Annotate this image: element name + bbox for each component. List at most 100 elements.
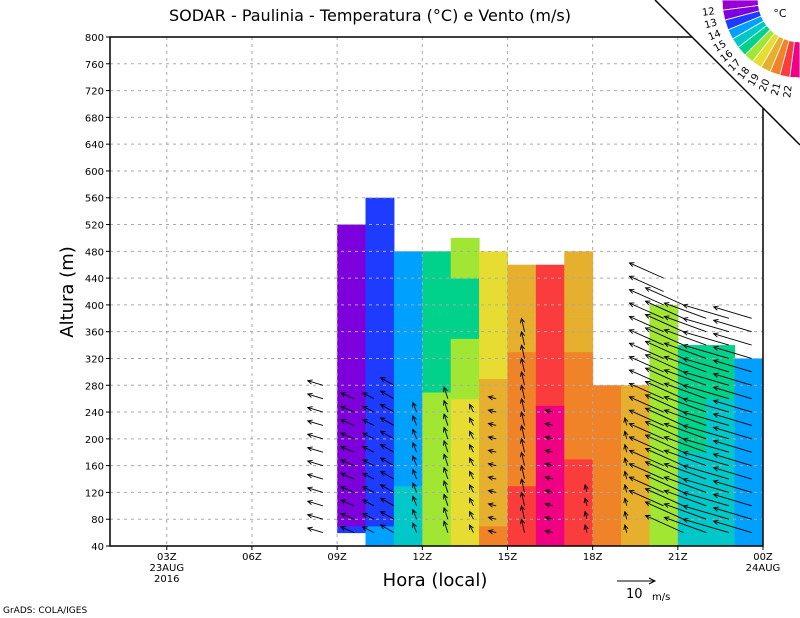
wind-arrow-shaft (488, 423, 497, 426)
wind-arrow-shaft (469, 457, 474, 466)
wind-arrow (583, 483, 589, 493)
temperature-cell (393, 271, 423, 279)
wind-arrow-shaft (443, 427, 449, 439)
wind-arrow-head (644, 407, 651, 413)
wind-arrow-head (412, 414, 417, 421)
temperature-cell (479, 465, 508, 473)
temperature-cell (677, 532, 707, 540)
wind-arrow-head (712, 412, 719, 418)
temperature-cell (365, 258, 395, 266)
temperature-cell (507, 472, 537, 480)
wind-arrow-shaft (443, 521, 449, 533)
wind-arrow (487, 502, 497, 508)
wind-arrow-head (583, 524, 589, 530)
temperature-cell (365, 351, 395, 359)
temperature-cell (592, 499, 622, 507)
wind-arrow-shaft (713, 360, 752, 373)
temperature-cell (393, 371, 423, 380)
wind-arrow-shaft (664, 342, 707, 359)
wind-arrow (544, 462, 554, 468)
temperature-cell (706, 432, 736, 440)
plot-frame (109, 36, 764, 547)
wind-arrow (628, 356, 664, 373)
temperature-cell (621, 479, 650, 487)
temperature-cell (393, 465, 423, 473)
temperature-cell (365, 378, 395, 386)
temperature-cell (450, 492, 480, 500)
temperature-cell (734, 398, 764, 406)
temperature-cell (422, 418, 452, 426)
temperature-cell (621, 432, 650, 440)
temperature-cell (649, 432, 679, 440)
wind-arrow-head (379, 444, 386, 450)
temperature-cell (564, 311, 594, 319)
wind-arrow (628, 342, 664, 359)
temperature-cell (592, 519, 622, 527)
wind-arrow (623, 497, 629, 506)
x-tick-label: 03Z (157, 552, 177, 563)
temperature-cell (337, 425, 367, 433)
wind-arrow (644, 327, 684, 346)
temperature-cell (734, 458, 764, 467)
wind-arrow-shaft (545, 436, 554, 440)
wind-arrow-head (361, 499, 368, 505)
wind-arrow-head (361, 405, 368, 411)
wind-arrow-head (623, 470, 629, 477)
temperature-cell (479, 499, 508, 507)
wind-arrow-shaft (443, 507, 449, 520)
wind-arrow-head (628, 262, 635, 268)
wind-arrow-shaft (664, 463, 707, 480)
wind-arrow-shaft (713, 319, 752, 333)
temperature-cell (450, 324, 480, 333)
temperature-cell (592, 385, 622, 393)
wind-arrow-head (623, 510, 629, 517)
temperature-cell (365, 251, 395, 259)
wind-arrow (628, 275, 664, 292)
wind-arrow-shaft (469, 511, 474, 520)
wind-arrow (663, 503, 707, 520)
temperature-cell (393, 519, 423, 527)
temperature-cell (649, 378, 679, 386)
temperature-cell (535, 465, 565, 473)
wind-arrow-shaft (380, 484, 395, 493)
wind-arrow-shaft (521, 465, 525, 480)
wind-arrow-head (487, 435, 494, 441)
temperature-cell (677, 358, 707, 366)
wind-arrow-shaft (412, 415, 418, 426)
wind-arrow-shaft (664, 329, 707, 346)
wind-arrow (628, 476, 664, 493)
wind-arrow-shaft (645, 327, 684, 346)
reference-unit: m/s (652, 592, 670, 603)
temperature-cell (507, 391, 537, 400)
temperature-cell (507, 291, 537, 299)
wind-arrow-head (628, 490, 635, 495)
temperature-cell (564, 258, 594, 266)
wind-arrow (623, 416, 629, 426)
temperature-cell (450, 532, 480, 540)
wind-arrow (644, 287, 684, 306)
wind-arrow (469, 430, 474, 440)
wind-arrow-head (379, 430, 386, 436)
wind-arrow-shaft (380, 511, 395, 520)
wind-arrow-shaft (412, 442, 418, 453)
temperature-cell (649, 479, 679, 487)
temperature-cell (450, 425, 480, 433)
temperature-cell (479, 425, 508, 433)
wind-arrow (623, 430, 629, 439)
x-tick-date: 24AUG (746, 563, 781, 574)
temperature-cell (564, 485, 594, 493)
wind-arrow (487, 408, 497, 414)
temperature-cell (677, 345, 707, 353)
wind-arrow-head (519, 504, 525, 511)
wind-arrow-shaft (683, 344, 730, 359)
temperature-cell (365, 358, 395, 366)
temperature-cell (337, 224, 367, 232)
wind-arrow (544, 435, 554, 441)
wind-arrow-shaft (629, 302, 664, 319)
wind-arrow (519, 437, 525, 453)
temperature-cell (621, 499, 650, 507)
temperature-cell (479, 512, 508, 520)
wind-arrow-head (712, 386, 719, 391)
temperature-cell (365, 519, 395, 527)
temperature-cell (337, 445, 367, 453)
